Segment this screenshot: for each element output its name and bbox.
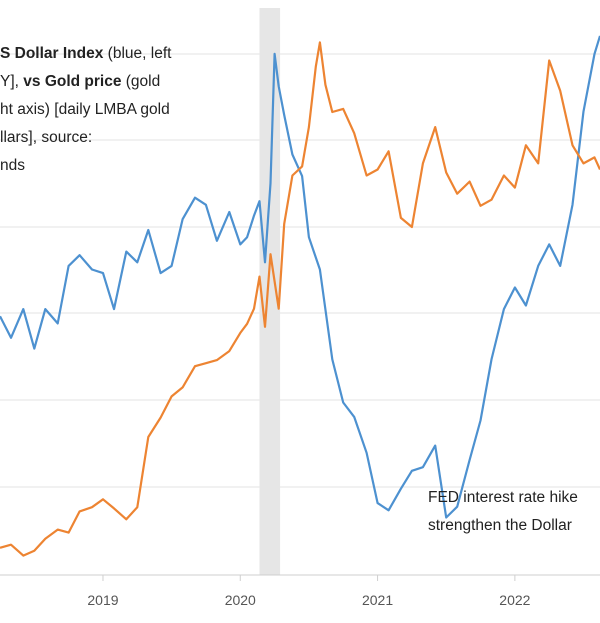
x-tick-label: 2019 bbox=[87, 592, 118, 608]
title-line: S Dollar Index (blue, left bbox=[0, 45, 172, 62]
annotation-line-1: FED interest rate hike bbox=[428, 489, 578, 506]
x-axis-ticks: 2019 2020 2021 2022 bbox=[87, 575, 531, 608]
chart-title: S Dollar Index (blue, left Y], vs Gold p… bbox=[0, 40, 240, 180]
title-line: Y], vs Gold price (gold bbox=[0, 73, 161, 90]
gridlines bbox=[0, 53, 600, 488]
x-tick-label: 2021 bbox=[362, 592, 393, 608]
fed-annotation: FED interest rate hike strengthen the Do… bbox=[428, 484, 578, 540]
title-line: ht axis) [daily LMBA gold bbox=[0, 101, 170, 118]
gold-price-line bbox=[0, 41, 600, 557]
x-tick-label: 2022 bbox=[499, 592, 530, 608]
annotation-line-2: strengthen the Dollar bbox=[428, 517, 572, 534]
dollar-index-line bbox=[0, 35, 600, 519]
title-line: nds bbox=[0, 157, 25, 174]
series-lines bbox=[0, 35, 600, 557]
shaded-period bbox=[259, 8, 281, 575]
x-tick-label: 2020 bbox=[225, 592, 256, 608]
title-line: llars], source: bbox=[0, 129, 93, 146]
